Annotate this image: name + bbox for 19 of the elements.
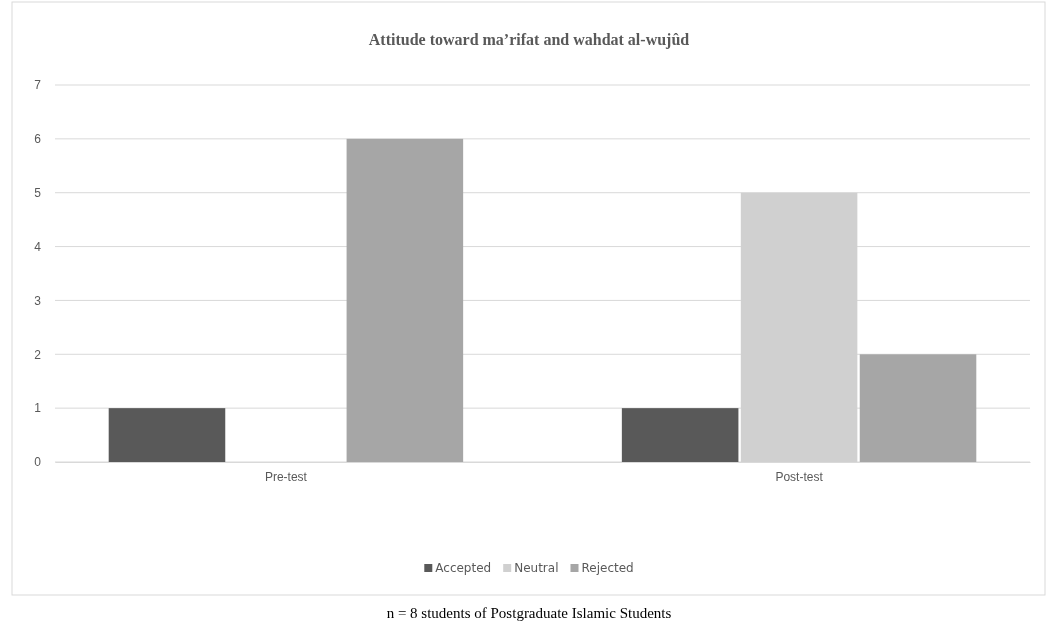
y-tick-label: 3 [34, 293, 42, 308]
y-tick-label: 0 [34, 455, 42, 470]
legend-label: Rejected [581, 561, 634, 575]
bar [346, 138, 464, 462]
legend-label: Neutral [514, 561, 559, 575]
bar [621, 408, 739, 462]
y-tick-label: 2 [34, 347, 42, 362]
y-tick-label: 1 [34, 401, 42, 416]
x-tick-label: Pre-test [264, 469, 308, 484]
y-tick-label: 5 [34, 186, 42, 201]
chart-title: Attitude toward ma’rifat and wahdat al-wujûd [368, 31, 690, 49]
bar [859, 354, 977, 462]
legend-label: Accepted [435, 561, 492, 575]
y-tick-label: 7 [34, 78, 42, 93]
y-tick-label: 6 [34, 132, 42, 147]
bar [108, 408, 226, 462]
y-tick-label: 4 [34, 239, 42, 254]
text: n = 8 students of Postgraduate Islamic Students [386, 605, 672, 621]
x-tick-label: Post-test [775, 469, 824, 484]
